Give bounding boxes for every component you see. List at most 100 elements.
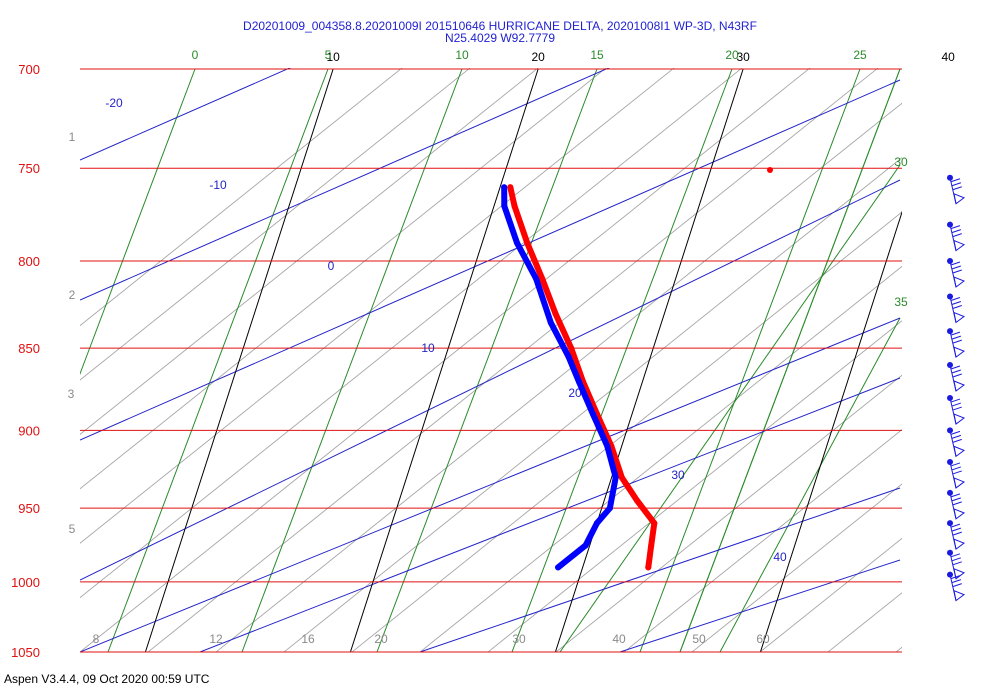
mixing-ratio-line: [827, 592, 902, 652]
mixing-ratio-line: [80, 68, 403, 327]
isotherm-lines: [144, 68, 902, 652]
mixing-ratio-line: [80, 68, 811, 652]
wind-barb: [947, 520, 966, 551]
dewpoint-point: [582, 542, 589, 549]
dewpoint-point: [565, 353, 572, 360]
dry-adiabat-label: 5: [325, 48, 332, 62]
chart-subtitle: N25.4029 W92.7779: [445, 31, 555, 45]
temperature-point: [507, 184, 514, 191]
dewpoint-point: [606, 505, 613, 512]
wind-barb-feather: [950, 462, 961, 467]
moist-adiabat-line: [80, 179, 901, 581]
wind-barb-feather: [951, 434, 962, 439]
temperature-point: [651, 520, 658, 527]
wind-barb: [947, 361, 966, 392]
dry-adiabat-line: [639, 68, 861, 652]
wind-barb-feather: [951, 402, 962, 407]
dewpoint-point: [612, 474, 619, 481]
dry-adiabat-line: [107, 68, 329, 652]
mixing-ratio-line: [80, 68, 471, 381]
mixing-ratio-line: [419, 265, 902, 652]
moist-adiabat-line: [80, 68, 610, 301]
dry-adiabat-label: 20: [725, 48, 739, 62]
dewpoint-trace: [501, 184, 619, 571]
moist-adiabat-line: [80, 79, 901, 441]
wind-barb-feather: [952, 269, 962, 274]
moist-adiabat-label: 20: [568, 386, 582, 400]
dry-adiabat-line: [376, 68, 598, 652]
wind-barb-feather: [950, 575, 961, 580]
moist-adiabat-label: 10: [421, 341, 435, 355]
dry-adiabat-label: 15: [590, 48, 604, 62]
dry-adiabat-line: [679, 68, 901, 652]
dewpoint-point: [575, 378, 582, 385]
dewpoint-point: [501, 203, 508, 210]
mixing-ratio-line: [555, 374, 902, 652]
pressure-tick-label: 800: [18, 254, 40, 269]
moist-adiabat-label: -10: [209, 178, 227, 192]
wind-barb-feather: [951, 265, 962, 270]
wind-barb-feather: [951, 557, 962, 562]
temperature-trace: [507, 184, 658, 571]
dewpoint-point: [593, 520, 600, 527]
wind-barb: [947, 395, 966, 425]
wind-barb-feather: [952, 531, 962, 536]
temperature-point: [767, 167, 773, 173]
dry-adiabat-line: [241, 68, 463, 652]
mixing-ratio-lines: [80, 68, 902, 652]
wind-barb-pennant: [953, 508, 966, 520]
moist-adiabat-line: [619, 559, 901, 652]
wind-barb: [947, 571, 966, 602]
wind-barb-feather: [952, 373, 962, 378]
wind-barb-feather: [952, 406, 962, 411]
wind-barb-feather: [951, 527, 962, 532]
wind-barb: [947, 549, 966, 580]
temperature-point: [552, 310, 559, 317]
mixing-ratio-label: 40: [612, 632, 626, 646]
wind-barb-feather: [950, 398, 961, 403]
dry-adiabat-lines: [80, 68, 901, 652]
height-label: 2: [69, 288, 76, 302]
footer-version: Aspen V3.4.4, 09 Oct 2020 00:59 UTC: [4, 672, 210, 686]
wind-barb-feather: [950, 365, 961, 370]
pressure-tick-label: 900: [18, 423, 40, 438]
dry-adiabat-line: [559, 164, 901, 652]
dewpoint-point: [604, 443, 611, 450]
mixing-ratio-label: 12: [209, 632, 223, 646]
mixing-ratio-line: [895, 646, 902, 652]
pressure-tick-label: 750: [18, 161, 40, 176]
moist-adiabat-line: [80, 317, 901, 652]
wind-barb-pennant: [953, 445, 966, 458]
mixing-ratio-line: [80, 68, 539, 435]
wind-barb-pennant: [953, 413, 966, 425]
wind-barb-pennant: [953, 311, 966, 324]
wind-barb: [947, 427, 966, 458]
mixing-ratio-label: 8: [93, 632, 100, 646]
dry-adiabat-line: [719, 317, 901, 652]
mixing-ratio-label: 20: [374, 632, 388, 646]
mixing-ratio-line: [351, 211, 902, 652]
wind-barb: [947, 328, 966, 359]
moist-adiabat-lines: [80, 68, 901, 652]
wind-barb: [947, 174, 966, 205]
mixing-ratio-line: [759, 537, 902, 652]
dry-adiabat-label: 10: [455, 48, 469, 62]
wind-barb-feather: [951, 301, 962, 305]
moist-adiabat-line: [419, 487, 901, 652]
dry-adiabat-label: 0: [192, 48, 199, 62]
mixing-ratio-line: [623, 429, 902, 652]
dry-adiabat-label: 35: [894, 295, 908, 309]
wind-barb: [947, 221, 966, 252]
isotherm-line: [144, 68, 334, 652]
wind-barb-feather: [951, 182, 962, 187]
wind-barb-feather: [952, 470, 962, 475]
wind-barb-feather: [950, 261, 961, 266]
pressure-tick-label: 950: [18, 501, 40, 516]
wind-barb-pennant: [953, 192, 966, 205]
wind-barb-feather: [950, 225, 961, 230]
moist-adiabat-label: -20: [105, 96, 123, 110]
moist-adiabat-label: 30: [671, 468, 685, 482]
moist-adiabat-line: [199, 377, 901, 652]
mixing-ratio-label: 60: [756, 632, 770, 646]
